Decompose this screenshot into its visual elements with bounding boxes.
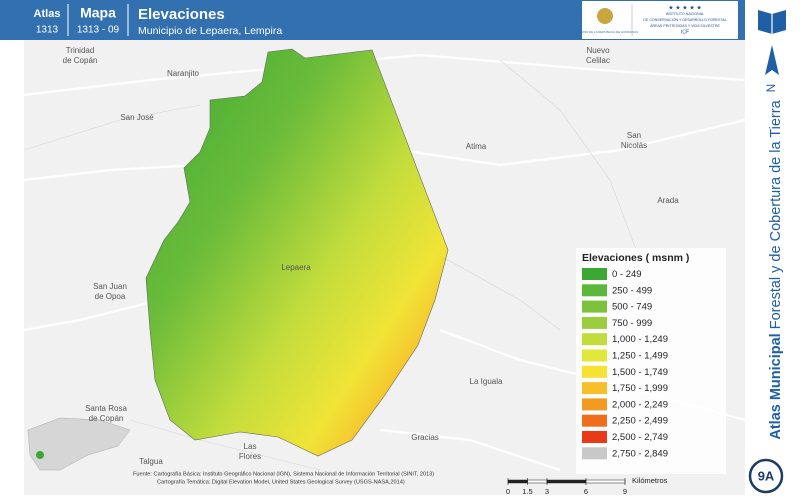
legend-swatch <box>582 398 607 411</box>
logo-right-text: ICF <box>681 29 689 35</box>
legend-swatch <box>582 414 607 427</box>
scale-segment <box>585 479 626 484</box>
roads <box>23 53 746 472</box>
scale-bar: 0 1.5 3 6 9 Kilómetros <box>506 476 668 496</box>
place-label: San José <box>120 113 154 122</box>
logo-right-text: INSTITUTO NACIONAL <box>666 12 704 16</box>
legend-label: 2,250 - 2,499 <box>612 416 668 427</box>
legend-label: 2,000 - 2,249 <box>612 399 668 410</box>
logo-right-text: DE CONSERVACIÓN Y DESARROLLO FORESTAL <box>643 17 726 22</box>
legend-swatch <box>582 431 607 443</box>
place-label: Trinidad <box>66 46 95 55</box>
legend-swatch <box>582 333 607 346</box>
legend-label: 500 - 749 <box>612 302 652 313</box>
map-label: Mapa <box>80 5 116 21</box>
sidebar-title-rest: Forestal y de Cobertura de la Tierra <box>768 99 784 329</box>
legend-title: Elevaciones ( msnm ) <box>582 252 689 264</box>
scale-segment <box>527 479 548 484</box>
place-label: de Copán <box>63 56 98 65</box>
scale-tick-label: 9 <box>623 487 627 496</box>
atlas-label: Atlas <box>34 8 61 20</box>
sidebar-title: Atlas Municipal Forestal y de Cobertura … <box>768 99 784 439</box>
place-label: Santa Rosa <box>85 404 127 413</box>
page-badge <box>748 458 784 494</box>
place-label: San <box>627 131 641 140</box>
sidebar-title-bold: Atlas Municipal <box>768 333 784 439</box>
legend-label: 1,500 - 1,749 <box>612 367 668 378</box>
scale-segment <box>546 479 587 484</box>
scale-tick-label: 0 <box>506 487 510 496</box>
legend-swatch <box>582 316 607 329</box>
source-line: Fuente: Cartografía Básica: Instituto Ge… <box>133 471 434 477</box>
legend-swatch <box>582 268 607 280</box>
legend-swatch <box>582 349 607 362</box>
place-label: Gracias <box>411 433 439 442</box>
page-number: 9A <box>758 468 775 483</box>
place-label: Nicolás <box>621 141 647 150</box>
source-line: Cartografía Temática: Digital Elevation … <box>157 479 405 485</box>
legend-label: 1,750 - 1,999 <box>612 383 668 394</box>
legend-label: 250 - 499 <box>612 285 652 296</box>
scale-tick-label: 1.5 <box>522 487 532 496</box>
north-label: N <box>764 84 778 93</box>
legend-swatch <box>582 300 607 313</box>
place-label: Arada <box>657 196 679 205</box>
map-number: 1313 - 09 <box>77 25 120 36</box>
scale-unit: Kilómetros <box>632 476 668 485</box>
legend-swatch <box>582 382 607 395</box>
legend: Elevaciones ( msnm ) 0 - 249 250 - 499 500 … <box>576 248 726 474</box>
scale-tick-label: 6 <box>584 487 588 496</box>
legend-label: 2,500 - 2,749 <box>612 432 668 443</box>
logo-left-text: GOBIERNO DE LA REPÚBLICA DE HONDURAS <box>572 29 638 34</box>
legend-label: 1,250 - 1,499 <box>612 351 668 362</box>
logo-right-text: ÁREAS PROTEGIDAS Y VIDA SILVESTRE <box>650 24 720 28</box>
legend-swatch <box>582 447 607 460</box>
municipality-elevation <box>145 48 449 457</box>
place-label: La Iguala <box>470 377 503 386</box>
legend-label: 0 - 249 <box>612 269 642 280</box>
place-label: Flores <box>239 452 261 461</box>
honduras-inset <box>27 417 131 471</box>
legend-label: 2,750 - 2,849 <box>612 448 668 459</box>
place-label: Atima <box>466 142 487 151</box>
place-label: Talgua <box>139 457 163 466</box>
place-label: Lepaera <box>281 263 311 272</box>
place-label: Naranjito <box>167 69 200 78</box>
place-label: de Copán <box>89 414 124 423</box>
logo-emblem <box>597 8 613 24</box>
place-label: San Juan <box>93 282 127 291</box>
book-icon <box>758 10 786 34</box>
north-arrow <box>765 45 779 75</box>
place-label: de Opoa <box>95 292 126 301</box>
atlas-number: 1313 <box>36 25 59 36</box>
legend-label: 750 - 999 <box>612 318 652 329</box>
place-label: Celilac <box>586 56 610 65</box>
map-title: Elevaciones <box>138 6 225 23</box>
place-label: Nuevo <box>586 46 610 55</box>
map-subtitle: Municipio de Lepaera, Lempira <box>138 25 282 37</box>
scale-segment <box>507 479 528 484</box>
legend-label: 1,000 - 1,249 <box>612 334 668 345</box>
logo-stars: ★ ★ ★ ★ ★ <box>668 5 702 12</box>
legend-swatch <box>582 284 607 297</box>
place-label: Las <box>244 442 257 451</box>
scale-tick-label: 3 <box>545 487 549 496</box>
legend-swatch <box>582 365 607 378</box>
